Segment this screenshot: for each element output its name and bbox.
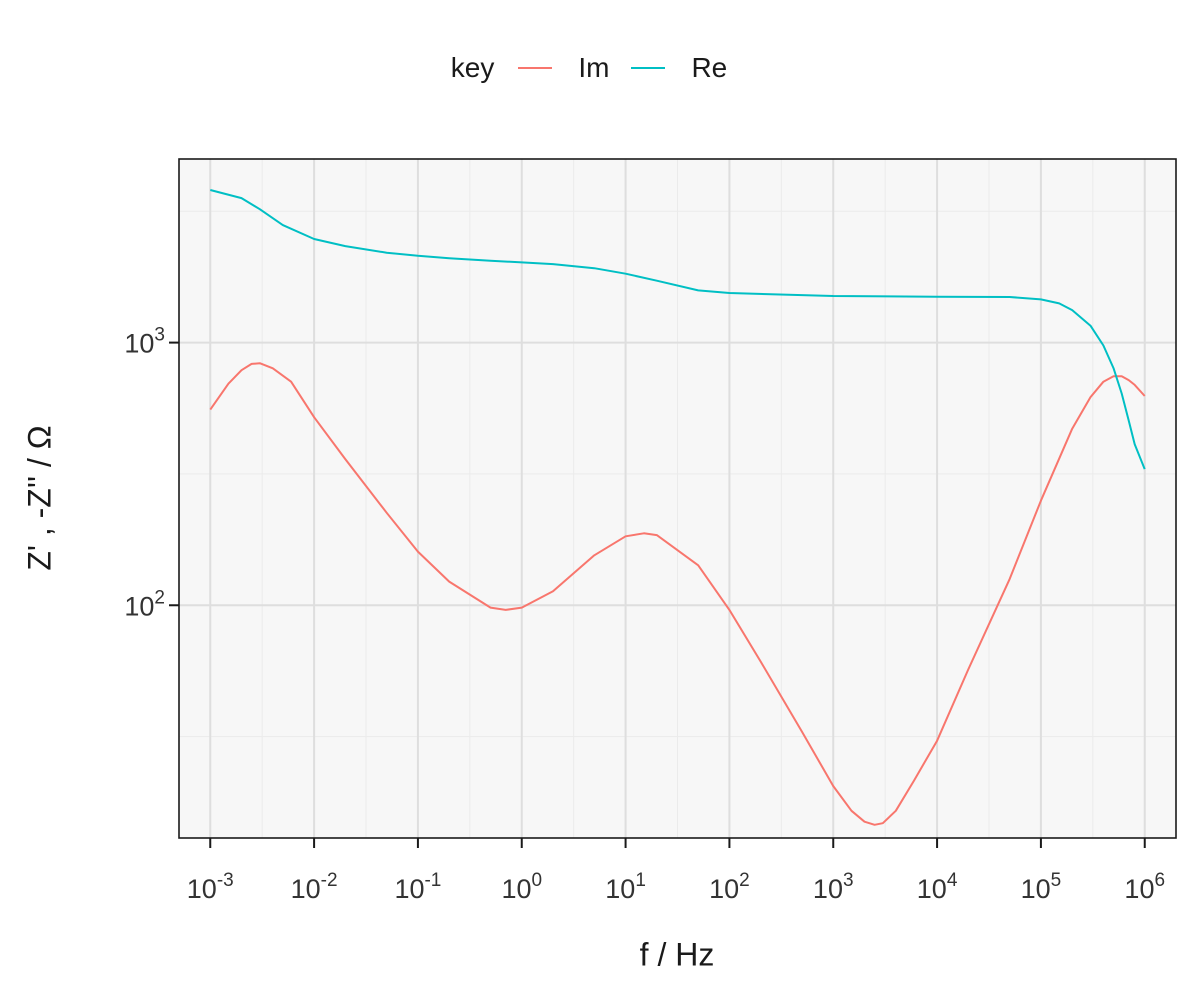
- legend-label-re: Re: [691, 52, 728, 83]
- x-tick-label: 105: [1021, 870, 1062, 904]
- y-axis-title: Z' , -Z'' / Ω: [21, 425, 58, 571]
- x-tick-label: 106: [1124, 870, 1165, 904]
- legend: key Im Re: [0, 52, 1200, 84]
- legend-swatch-im: [518, 67, 553, 69]
- x-tick-label: 104: [917, 870, 958, 904]
- legend-title: key: [450, 52, 495, 83]
- series-line-im: [209, 362, 1146, 826]
- x-tick-label: 10-1: [394, 870, 441, 904]
- legend-item-im: Im: [518, 52, 609, 84]
- legend-item-re: Re: [631, 52, 727, 84]
- x-tick-label: 103: [813, 870, 854, 904]
- y-tick-label: 102: [124, 587, 165, 621]
- series-line-re: [210, 189, 1146, 470]
- gridlines: [179, 159, 1176, 838]
- y-tick-label: 103: [124, 325, 165, 359]
- x-axis-title: f / Hz: [639, 936, 715, 973]
- x-tick-label: 100: [501, 870, 542, 904]
- legend-swatch-re: [631, 67, 666, 69]
- x-tick-label: 101: [605, 870, 646, 904]
- x-tick-label: 102: [709, 870, 750, 904]
- x-tick-label: 10-2: [291, 870, 338, 904]
- legend-label-im: Im: [578, 52, 610, 83]
- axes: 10-3 10-2 10-1 100 101 102 103 104 105 106 102 103: [124, 325, 1165, 904]
- x-tick-label: 10-3: [187, 870, 234, 904]
- plot-border: [178, 158, 1177, 839]
- series-lines: [209, 189, 1146, 826]
